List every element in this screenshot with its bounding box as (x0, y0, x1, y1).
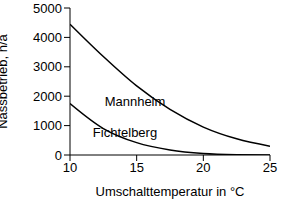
svg-text:3000: 3000 (33, 59, 62, 74)
svg-text:25: 25 (263, 160, 277, 175)
svg-text:2000: 2000 (33, 89, 62, 104)
svg-text:Mannheim: Mannheim (105, 94, 166, 109)
svg-text:5000: 5000 (33, 1, 62, 16)
svg-text:Fichtelberg: Fichtelberg (93, 125, 157, 140)
svg-text:20: 20 (196, 160, 210, 175)
svg-text:Umschalttemperatur in °C: Umschalttemperatur in °C (96, 184, 245, 199)
svg-text:1000: 1000 (33, 118, 62, 133)
svg-text:10: 10 (63, 160, 77, 175)
svg-text:Nassbetrieb, h/a: Nassbetrieb, h/a (8, 33, 10, 128)
svg-text:4000: 4000 (33, 30, 62, 45)
svg-text:0: 0 (55, 148, 62, 163)
svg-text:15: 15 (129, 160, 143, 175)
